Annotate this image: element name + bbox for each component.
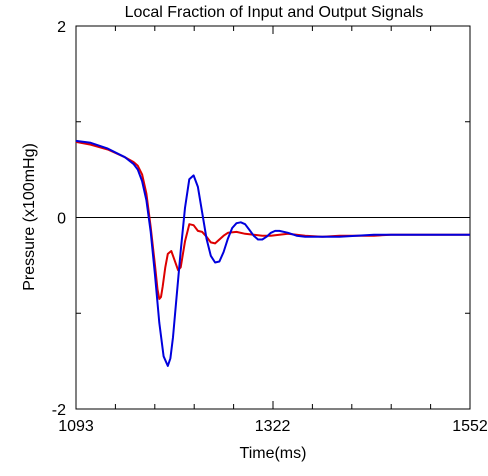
y-tick-label: 0 [57,211,66,228]
y-tick-label: 2 [57,19,66,36]
x-axis-label: Time(ms) [240,445,307,462]
series-line-2 [75,139,470,367]
x-tick-label: 1093 [58,418,94,435]
chart-title: Local Fraction of Input and Output Signa… [125,4,424,21]
tick-labels: 1093 1322 1552 2 0 -2 [52,19,488,435]
y-axis-label: Pressure (x100mHg) [21,143,38,291]
x-tick-label: 1322 [255,418,291,435]
series-layer [75,139,470,367]
x-tick-label: 1552 [452,418,488,435]
y-tick-label: -2 [52,402,66,419]
